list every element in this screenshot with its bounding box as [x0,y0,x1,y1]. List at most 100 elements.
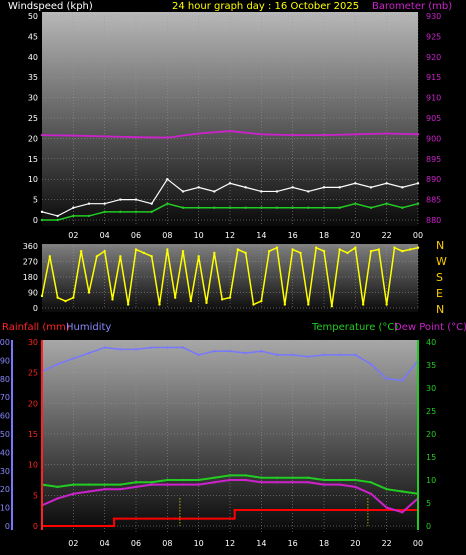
wind-gust-point [87,202,91,205]
wind-direction-point [377,248,381,251]
wind-average-point [244,206,247,209]
rain-y-tick-label: 0 [33,522,38,531]
rain-y-tick-label: 10 [28,461,38,470]
wind-direction-point [79,249,83,253]
wind-direction-point [299,251,302,255]
wind-direction-point [103,249,106,253]
dewpoint-point [322,483,326,486]
wind-direction-point [126,303,130,306]
wind-direction-point [189,299,193,303]
wind-average-point [275,206,279,209]
temperature-point [275,476,279,479]
wind-direction-point [142,251,146,255]
wind-direction-point [213,251,216,255]
temperature-point [197,478,200,482]
wind-y-tick-label: 35 [28,73,38,82]
humidity-y-tick-label: 60 [0,412,10,421]
wind-direction-point [393,246,396,249]
barometer-point [103,135,106,138]
wind-gust-point [338,186,341,189]
dewpoint-point [385,506,388,509]
rain-y-tick-label: 30 [28,338,38,347]
dewpoint-point [56,497,59,500]
climate-x-tick-label: 10 [194,539,204,548]
humidity-y-tick-label: 80 [0,375,10,384]
barometer-point [385,132,388,135]
dewpoint-point [228,478,232,482]
wind-x-tick-label: 12 [225,231,235,240]
dewpoint-point [354,485,357,489]
humidity-point [244,351,247,355]
temperature-point [228,474,232,477]
temperature-y-tick-label: 40 [426,338,436,347]
barometer-y-tick-label: 930 [426,12,441,21]
wind-average-point [228,206,232,209]
wind-x-tick-label: 18 [319,231,329,240]
climate-x-tick-label: 08 [162,539,172,548]
wind-gust-point [197,186,200,189]
dewpoint-point [307,481,310,484]
wind-gust-point [72,206,75,209]
barometer-point [354,133,357,136]
dewpoint-point [291,481,294,484]
temperature-title: Temperature (°C) [311,322,398,333]
wind-direction-point [220,298,224,301]
wind-gust-point [291,186,294,189]
wind-average-point [291,206,294,209]
wind-direction-point [64,299,67,303]
temperature-point [260,476,263,479]
temperature-y-tick-label: 5 [426,499,431,508]
temperature-point [244,474,247,477]
barometer-y-tick-label: 885 [426,196,441,205]
humidity-y-tick-label: 20 [0,485,10,494]
dewpoint-point [87,490,91,493]
humidity-point [87,351,91,355]
wind-x-tick-label: 10 [194,231,204,240]
rainfall-title: Rainfall (mm) [2,322,70,333]
climate-x-tick-label: 18 [319,539,329,548]
wind-direction-point [205,301,208,305]
wind-direction-point [330,305,334,308]
temperature-point [385,488,388,491]
dewpoint-point [213,481,216,484]
wind-average-point [181,206,185,209]
wind-direction-point [197,255,200,258]
dewpoint-point [244,478,247,482]
wind-direction-point [267,249,271,253]
barometer-point [260,133,263,136]
wind-gust-point [228,182,232,185]
wind-average-point [197,206,200,209]
wind-gust-point [134,198,138,201]
climate-x-tick-label: 16 [288,539,298,548]
wind-gust-point [307,190,310,193]
barometer-y-tick-label: 890 [426,175,441,184]
direction-panel-background [42,244,418,312]
barometer-y-tick-label: 910 [426,94,441,103]
rainfall-point [108,524,111,528]
temperature-point [307,476,310,479]
wind-average-point [338,206,341,209]
rainfall-point [112,517,116,520]
wind-y-tick-label: 25 [28,114,38,123]
barometer-y-tick-label: 880 [426,216,441,225]
humidity-point [369,362,373,366]
wind-gust-point [40,210,44,214]
dewpoint-point [134,485,138,489]
compass-w: W [436,255,447,268]
humidity-point [307,355,310,358]
wind-y-tick-label: 0 [33,216,38,225]
wind-direction-point [307,303,310,306]
wind-average-point [72,214,75,218]
temperature-y-tick-label: 10 [426,476,436,485]
wind-direction-point [283,303,287,306]
wind-direction-point [361,303,365,306]
dewpoint-point [181,483,185,486]
humidity-y-tick-label: 90 [0,356,10,365]
wind-average-point [416,202,420,205]
wind-direction-point [244,251,247,255]
humidity-point [197,353,200,357]
humidity-point [103,346,106,349]
humidity-point [150,346,153,349]
temperature-y-tick-label: 0 [426,522,431,531]
temperature-point [87,483,91,486]
